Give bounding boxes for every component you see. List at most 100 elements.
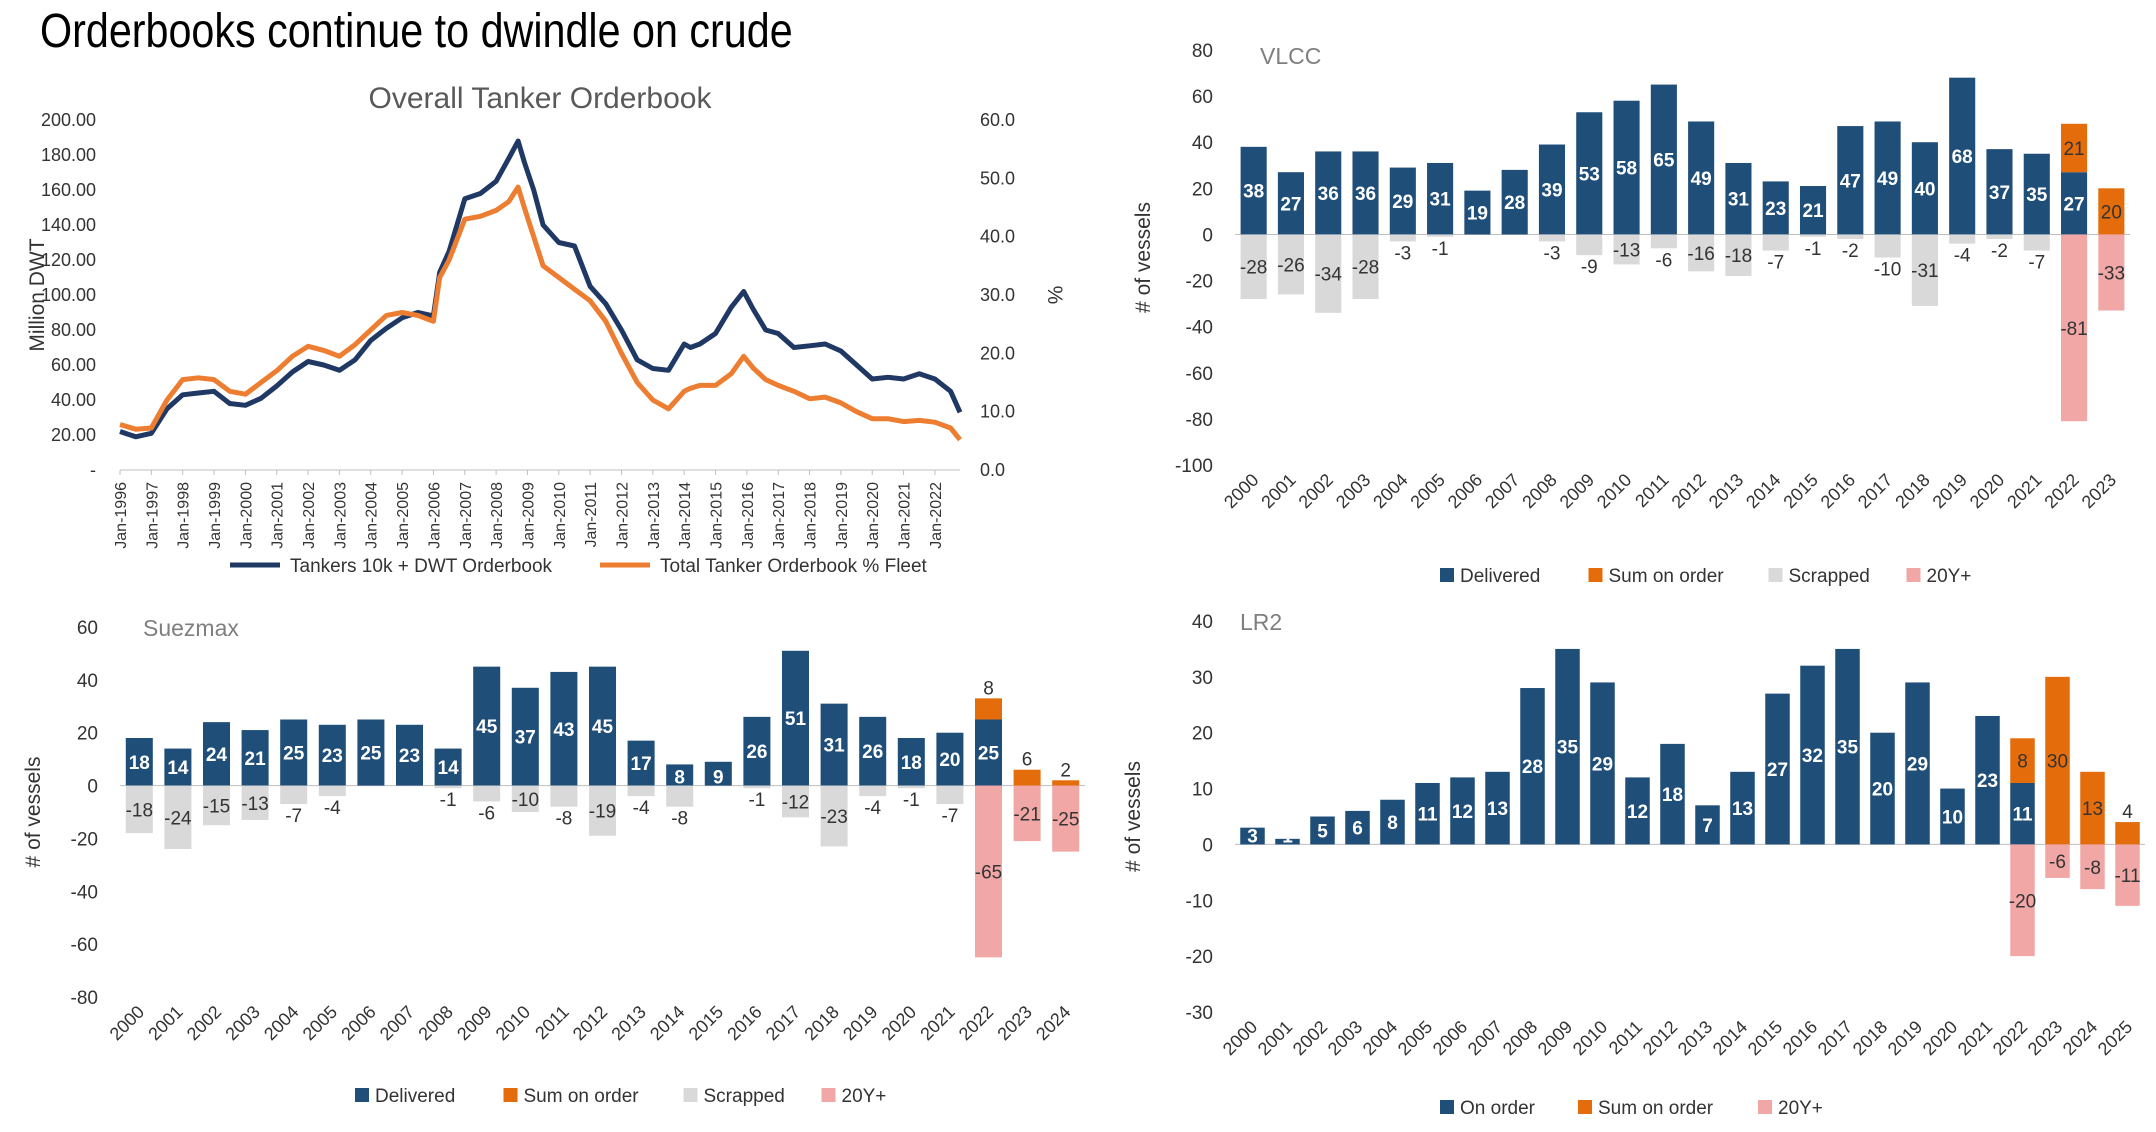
bar-scrapped bbox=[1725, 234, 1752, 276]
bar-data-label: 39 bbox=[1541, 180, 1562, 201]
bar-on-order bbox=[1800, 665, 1825, 845]
bar-delivered bbox=[511, 687, 539, 786]
bar-data-label: -20 bbox=[2009, 891, 2036, 912]
x-tick-label: Jan-2018 bbox=[803, 482, 820, 549]
x-tick-label: Jan-2010 bbox=[552, 482, 569, 549]
bar-data-label: 21 bbox=[2063, 139, 2084, 160]
x-tick-label: Jan-2013 bbox=[646, 482, 663, 549]
x-tick-label: 2011 bbox=[1631, 470, 1673, 512]
x-tick-label: 2000 bbox=[1219, 1017, 1261, 1059]
bar-data-label: 43 bbox=[553, 720, 574, 741]
bar-delivered bbox=[1725, 162, 1752, 235]
x-tick-label: Jan-2009 bbox=[520, 482, 537, 549]
legend-label: Scrapped bbox=[704, 1086, 785, 1107]
bar-scrapped bbox=[2023, 234, 2050, 251]
bar-delivered bbox=[2023, 153, 2050, 235]
x-tick-label: 2019 bbox=[839, 1002, 881, 1044]
x-tick-label: 2016 bbox=[1779, 1017, 1821, 1059]
bar-data-label: 36 bbox=[1318, 184, 1339, 205]
bar-sum-on-order bbox=[974, 698, 1003, 720]
bar-data-label: 8 bbox=[1387, 813, 1398, 834]
x-tick-label: 2004 bbox=[260, 1002, 302, 1044]
x-tick-label: 2007 bbox=[376, 1002, 418, 1044]
y-tick-label: -80 bbox=[71, 988, 98, 1009]
y2-tick-label: 50.0 bbox=[980, 168, 1015, 188]
x-tick-label: 2014 bbox=[1742, 470, 1784, 512]
bar-sum-on-order bbox=[2098, 188, 2125, 235]
bar-data-label: -13 bbox=[1613, 240, 1640, 261]
bar-delivered bbox=[125, 738, 153, 786]
bar-on-order bbox=[1660, 743, 1685, 845]
x-tick-label: 2012 bbox=[1668, 470, 1710, 512]
x-tick-label: Jan-2000 bbox=[238, 482, 255, 549]
y-tick-label: 120.00 bbox=[41, 250, 96, 270]
x-tick-label: 2003 bbox=[1332, 470, 1374, 512]
bar-data-label: 25 bbox=[283, 744, 305, 765]
x-tick-label: 2001 bbox=[144, 1002, 186, 1044]
bar-on-order bbox=[1310, 816, 1335, 845]
legend-swatch bbox=[1440, 568, 1454, 582]
bar-data-label: -7 bbox=[285, 806, 302, 827]
y-tick-label: 20 bbox=[1192, 724, 1213, 745]
x-tick-label: 2006 bbox=[1429, 1017, 1471, 1059]
bar-data-label: -34 bbox=[1314, 265, 1342, 286]
legend-swatch bbox=[1578, 1100, 1592, 1114]
bar-data-label: -31 bbox=[1911, 261, 1938, 282]
bar-delivered bbox=[1501, 169, 1528, 235]
bar-data-label: 49 bbox=[1877, 169, 1898, 190]
x-tick-label: Jan-2022 bbox=[928, 482, 945, 549]
x-tick-label: Jan-2003 bbox=[332, 482, 349, 549]
bar-data-label: 23 bbox=[1765, 199, 1786, 220]
bar-data-label: 12 bbox=[1452, 802, 1473, 823]
bar-data-label: 47 bbox=[1840, 171, 1861, 192]
bar-scrapped bbox=[1650, 234, 1677, 249]
legend-label: 20Y+ bbox=[842, 1086, 887, 1107]
y-tick-label: 20 bbox=[1192, 179, 1213, 200]
bar-scrapped bbox=[1538, 234, 1566, 242]
bar-on-order bbox=[2010, 782, 2035, 845]
bar-data-label: 26 bbox=[746, 742, 767, 763]
bar-20y bbox=[1052, 785, 1080, 852]
legend-label: 20Y+ bbox=[1927, 566, 1972, 587]
bar-data-label: 2 bbox=[1060, 760, 1071, 781]
y-tick-label: 0 bbox=[1202, 225, 1213, 246]
bar-scrapped bbox=[1613, 234, 1640, 265]
y-tick-label: 180.00 bbox=[41, 145, 96, 165]
bar-scrapped bbox=[859, 785, 887, 797]
x-tick-label: 2002 bbox=[1295, 470, 1337, 512]
x-tick-label: 2009 bbox=[1556, 470, 1598, 512]
x-tick-label: 2021 bbox=[916, 1002, 958, 1044]
y2-tick-label: 0.0 bbox=[980, 460, 1005, 480]
x-tick-label: Jan-2019 bbox=[834, 482, 851, 549]
bar-on-order bbox=[1275, 838, 1300, 845]
bar-scrapped bbox=[1277, 234, 1304, 295]
bar-data-label: 9 bbox=[713, 768, 724, 789]
bar-data-label: 68 bbox=[1952, 147, 1973, 168]
x-tick-label: 2020 bbox=[1919, 1017, 1961, 1059]
legend-swatch bbox=[821, 1088, 836, 1102]
bar-data-label: -4 bbox=[1954, 246, 1971, 267]
bar-data-label: -18 bbox=[126, 800, 153, 821]
legend-swatch bbox=[1588, 568, 1603, 582]
bar-data-label: -26 bbox=[1277, 255, 1304, 276]
y-tick-label: 80.00 bbox=[51, 320, 96, 340]
x-tick-label: 2005 bbox=[299, 1002, 341, 1044]
bar-data-label: 6 bbox=[1022, 750, 1033, 771]
x-tick-label: 2011 bbox=[1605, 1017, 1647, 1059]
bar-sum-on-order bbox=[1052, 780, 1080, 786]
bar-data-label: -81 bbox=[2060, 319, 2087, 340]
bar-sum-on-order bbox=[2061, 123, 2088, 173]
bar-data-label: -1 bbox=[1805, 239, 1822, 260]
y-tick-label: -100 bbox=[1175, 456, 1213, 477]
x-tick-label: 2015 bbox=[1779, 470, 1821, 512]
bar-data-label: 51 bbox=[785, 709, 807, 730]
x-tick-label: 2016 bbox=[723, 1002, 765, 1044]
x-tick-label: 2005 bbox=[1394, 1017, 1436, 1059]
bar-on-order bbox=[1380, 799, 1405, 845]
bar-scrapped bbox=[164, 785, 192, 849]
y-tick-label: 40 bbox=[1192, 133, 1213, 154]
x-tick-label: Jan-1998 bbox=[176, 482, 193, 549]
bar-on-order bbox=[1730, 771, 1755, 845]
bar-data-label: 10 bbox=[1942, 808, 1963, 829]
bar-on-order bbox=[1695, 805, 1720, 845]
